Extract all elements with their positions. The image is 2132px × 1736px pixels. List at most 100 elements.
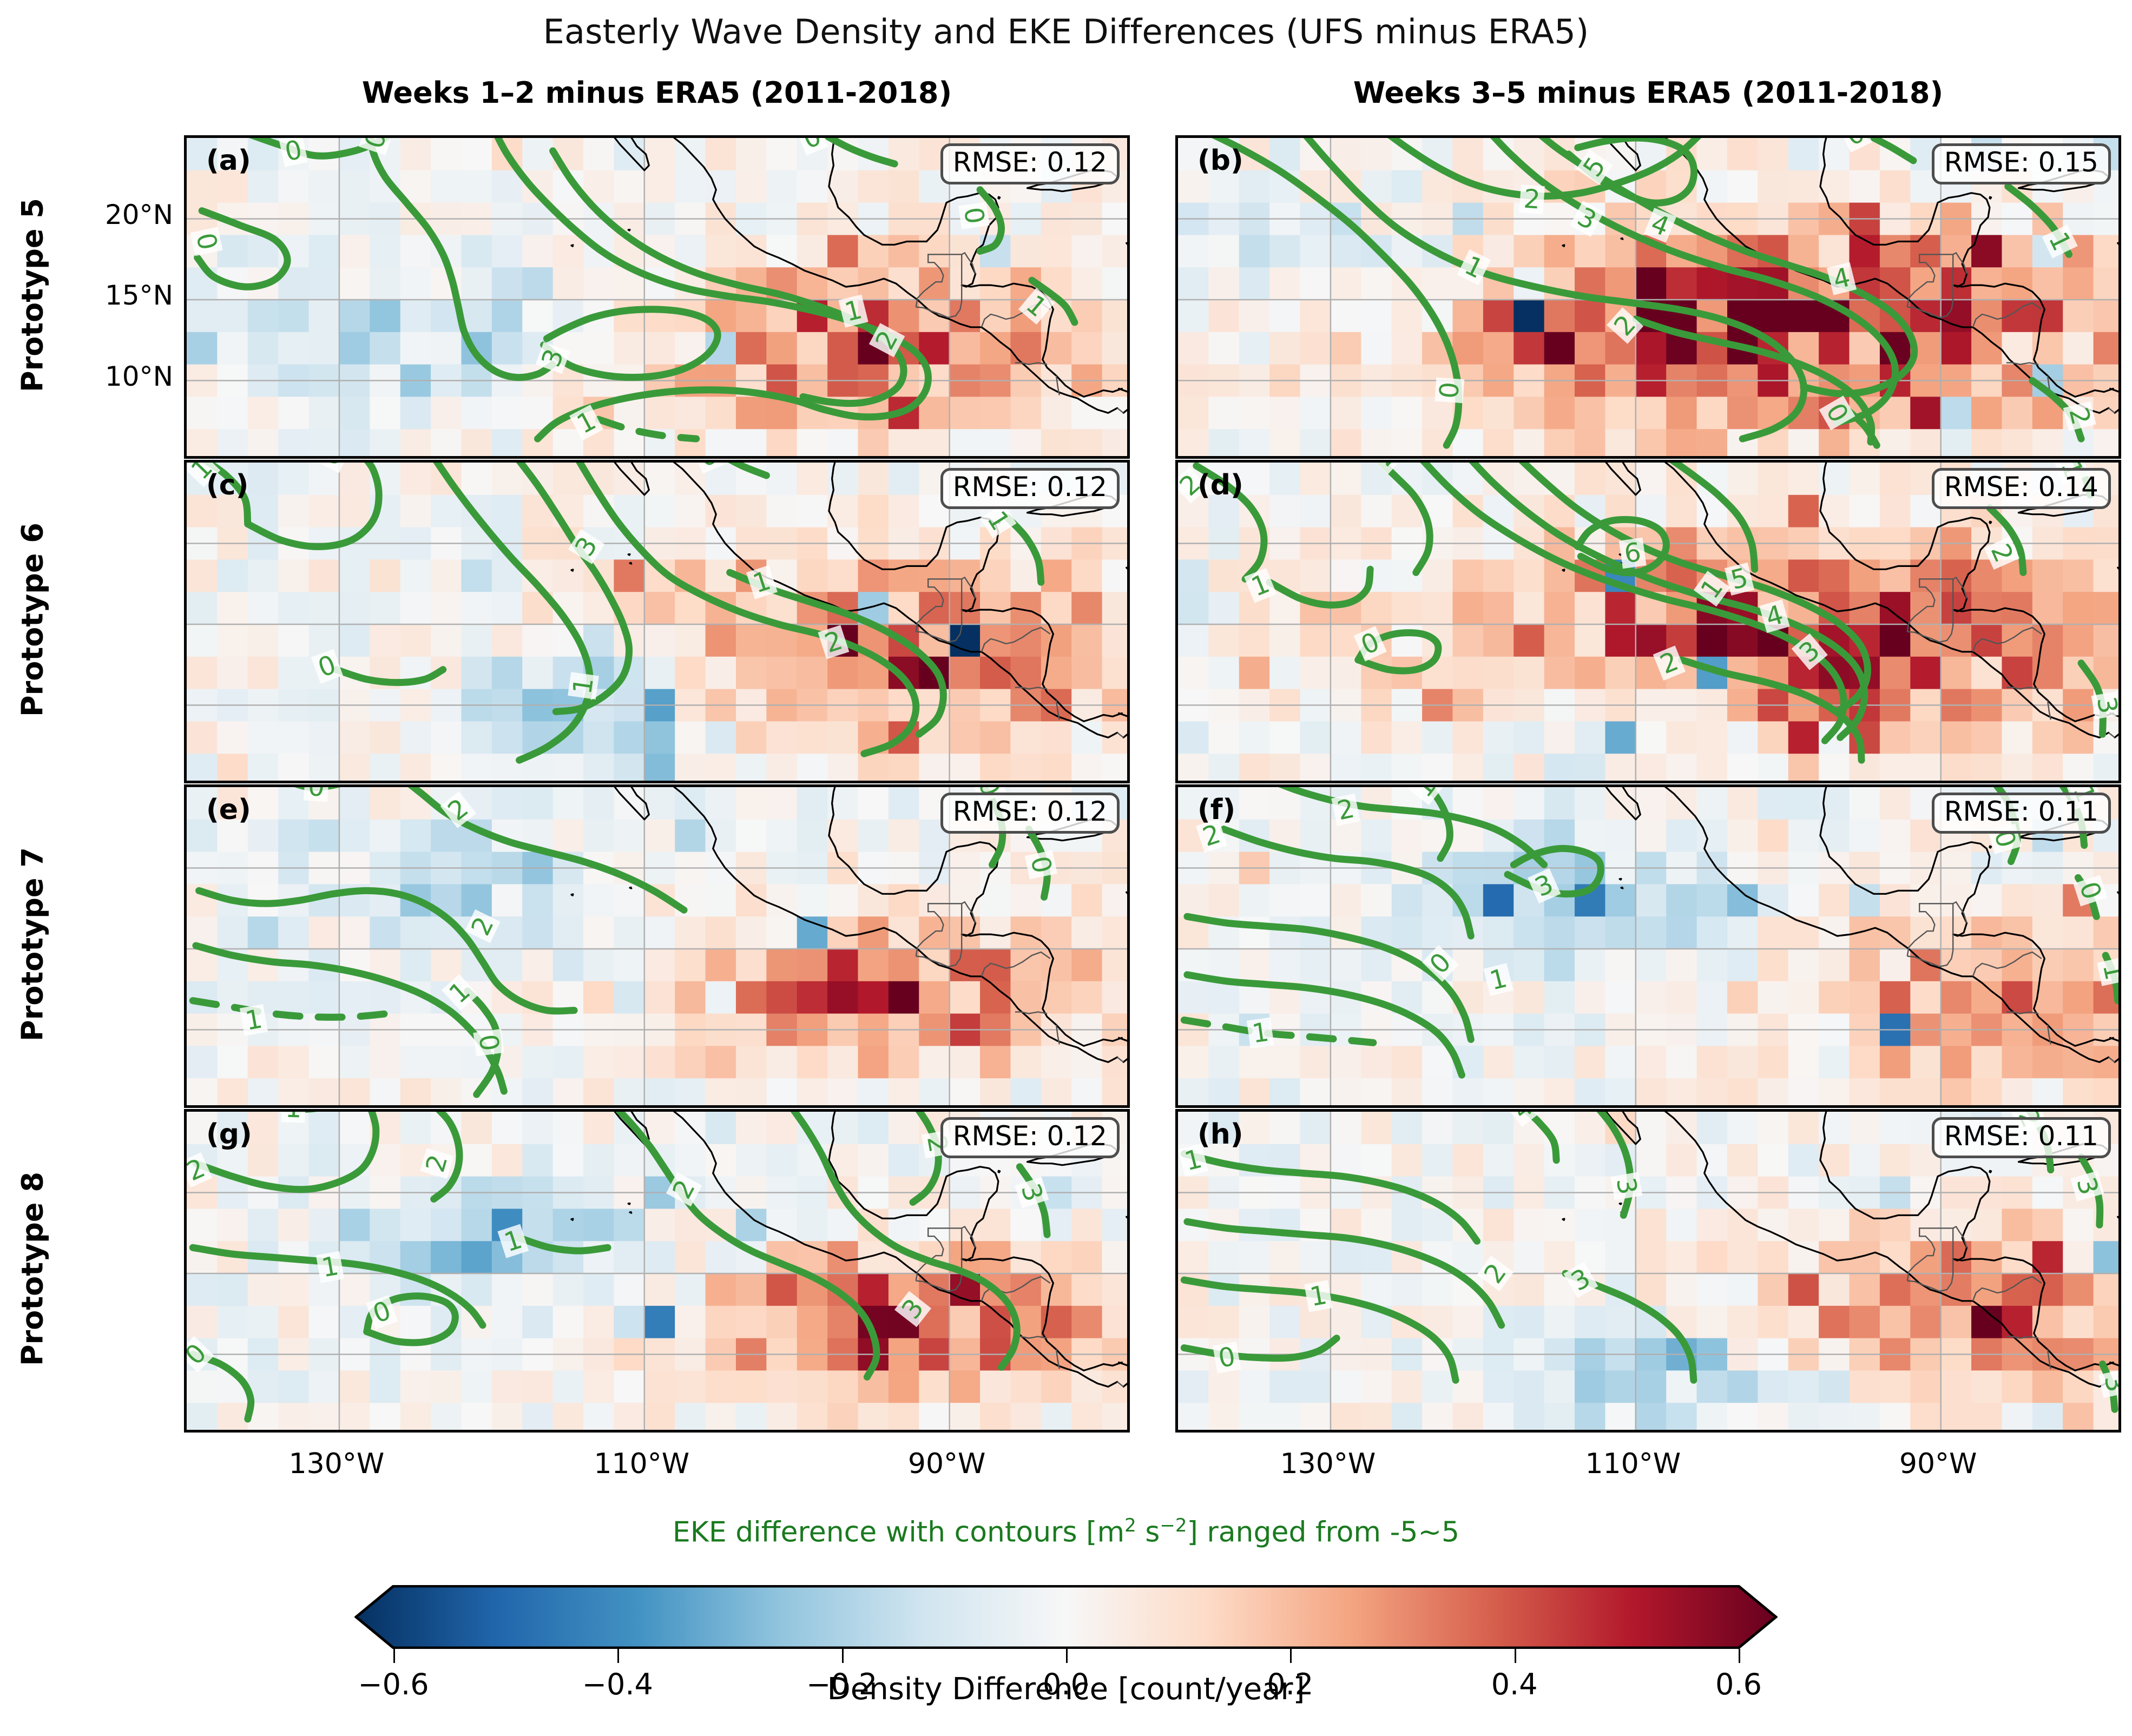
density-cell xyxy=(827,235,859,268)
density-cell xyxy=(1575,981,1606,1014)
density-cell xyxy=(888,1078,919,1105)
density-cell xyxy=(858,463,889,496)
density-cell xyxy=(2093,754,2118,781)
density-cell xyxy=(1544,949,1575,982)
density-cell xyxy=(858,819,889,853)
density-cell xyxy=(1910,656,1942,690)
density-cell xyxy=(370,1209,401,1242)
density-cell xyxy=(278,397,310,430)
eke-contour-line xyxy=(332,666,447,687)
density-cell xyxy=(919,1403,950,1430)
density-cell xyxy=(735,1078,767,1105)
density-cell xyxy=(1041,592,1072,625)
density-cell xyxy=(1178,1112,1209,1145)
density-cell xyxy=(919,1046,950,1079)
density-cell xyxy=(1971,754,2003,781)
density-cell xyxy=(1483,1112,1514,1145)
density-cell xyxy=(1452,1403,1484,1430)
density-cell xyxy=(705,787,736,820)
density-cell xyxy=(735,1112,767,1145)
density-cell xyxy=(1178,592,1209,625)
density-cell xyxy=(705,235,736,268)
map-panel-d[interactable]: 2265432110213(d)RMSE: 0.14 xyxy=(1175,460,2121,783)
density-cell xyxy=(2032,1078,2063,1105)
density-cell xyxy=(187,949,218,982)
density-cell xyxy=(705,1078,736,1105)
density-cell xyxy=(461,624,492,657)
density-cell xyxy=(1514,787,1545,820)
eke-contour-line xyxy=(430,1112,463,1203)
density-cell xyxy=(583,916,615,949)
density-cell xyxy=(735,332,767,365)
density-cell xyxy=(1788,1112,1819,1145)
density-cell xyxy=(1758,300,1789,333)
density-cell xyxy=(2032,1046,2063,1079)
density-cell xyxy=(705,754,736,781)
density-cell xyxy=(888,1403,919,1430)
density-cell xyxy=(1452,138,1484,171)
density-cell xyxy=(1879,1370,1911,1403)
density-cell xyxy=(1269,463,1301,496)
density-cell xyxy=(1605,1046,1636,1079)
density-cell xyxy=(888,170,919,203)
xtick-label-c1-90°W: 90°W xyxy=(1899,1448,1977,1480)
density-cell xyxy=(1102,429,1127,456)
density-cell xyxy=(1041,1241,1072,1274)
eke-contour-line xyxy=(1420,463,1847,744)
density-cell xyxy=(888,1144,919,1177)
density-cell xyxy=(339,235,370,268)
density-cell xyxy=(919,397,950,430)
density-cell xyxy=(461,429,492,456)
density-cell xyxy=(735,1273,767,1306)
density-cell xyxy=(1696,1046,1728,1079)
density-cell xyxy=(1422,721,1453,754)
density-cell xyxy=(1758,1241,1789,1274)
density-cell xyxy=(1758,138,1789,171)
density-cell xyxy=(2002,1046,2033,1079)
eke-contour-line xyxy=(549,147,907,407)
density-cell xyxy=(1696,1241,1728,1274)
density-cell xyxy=(614,1078,645,1105)
map-panel-h[interactable]: 4132310233(h)RMSE: 0.11 xyxy=(1175,1109,2121,1433)
density-cell xyxy=(1575,235,1606,268)
density-cell xyxy=(339,1112,370,1145)
density-cell xyxy=(1910,1078,1942,1105)
density-cell xyxy=(1727,1144,1758,1177)
density-cell xyxy=(1208,300,1240,333)
density-cell xyxy=(1010,1209,1042,1242)
density-cell xyxy=(1071,235,1103,268)
density-cell xyxy=(1361,1046,1392,1079)
density-cell xyxy=(278,332,310,365)
density-cell xyxy=(431,624,462,657)
density-cell xyxy=(583,1403,615,1430)
coastlines xyxy=(1562,787,2118,1063)
density-cell xyxy=(308,624,340,657)
density-cell xyxy=(1269,494,1301,528)
density-cell xyxy=(491,592,523,625)
map-panel-b[interactable]: 021544320120(b)RMSE: 0.15 xyxy=(1175,135,2121,459)
density-cell xyxy=(1269,397,1301,430)
density-cell xyxy=(705,429,736,456)
density-cell xyxy=(217,1403,248,1430)
density-cell xyxy=(2063,1241,2094,1274)
eke-contours xyxy=(1211,138,2085,449)
density-cell xyxy=(1544,1403,1575,1430)
density-cell xyxy=(278,300,310,333)
density-cell xyxy=(827,884,859,917)
map-panel-e[interactable]: 02210100(e)RMSE: 0.12 xyxy=(184,784,1130,1108)
map-panel-f[interactable]: 21320110101(f)RMSE: 0.11 xyxy=(1175,784,2121,1108)
map-panel-a[interactable]: 0 0 0 1 2 3 1 0 1 0 (a) RMSE: 0.12 xyxy=(184,135,1130,459)
density-cell xyxy=(1208,170,1240,203)
density-cell xyxy=(1696,1305,1728,1339)
density-cell xyxy=(1514,981,1545,1014)
density-cell xyxy=(217,1209,248,1242)
map-panel-c[interactable]: 103121001(c)RMSE: 0.12 xyxy=(184,460,1130,783)
density-cell xyxy=(1452,1144,1484,1177)
density-cell xyxy=(461,235,492,268)
density-cell xyxy=(2002,1403,2033,1430)
density-cell xyxy=(1041,916,1072,949)
density-cell xyxy=(491,463,523,496)
density-cell xyxy=(1879,1144,1911,1177)
density-cell xyxy=(1635,819,1667,853)
